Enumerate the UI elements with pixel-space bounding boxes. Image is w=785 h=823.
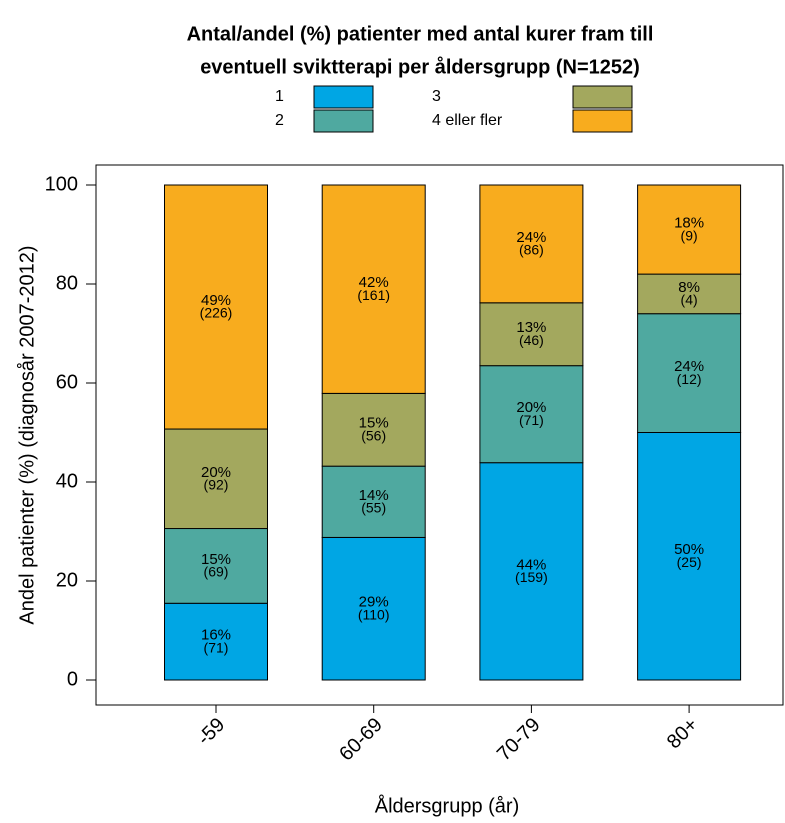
count-label: (69) xyxy=(204,564,229,580)
x-axis-title: Åldersgrupp (år) xyxy=(375,794,520,817)
y-tick-label: 0 xyxy=(67,668,78,690)
y-tick-label: 40 xyxy=(56,470,78,492)
bar-segment xyxy=(164,602,268,681)
count-label: (159) xyxy=(515,569,548,585)
count-label: (161) xyxy=(357,287,390,303)
count-label: (86) xyxy=(519,242,544,258)
bar-segment xyxy=(164,184,268,430)
y-axis-title: Andel patienter (%) (diagnosår 2007-2012… xyxy=(16,245,38,624)
value-label: 50% xyxy=(674,541,704,558)
value-label: 13% xyxy=(516,319,546,336)
value-label: 20% xyxy=(516,399,546,416)
value-label: 42% xyxy=(359,274,389,291)
bar-segment xyxy=(637,184,742,275)
x-tick-label: -59 xyxy=(193,714,229,750)
legend-label: 2 xyxy=(275,112,284,129)
count-label: (55) xyxy=(361,500,386,516)
bar-segment xyxy=(164,528,268,604)
value-label: 15% xyxy=(359,415,389,432)
bar-segment xyxy=(479,365,584,464)
y-tick-label: 80 xyxy=(56,272,78,294)
y-tick-label: 60 xyxy=(56,371,78,393)
legend-label: 1 xyxy=(275,88,284,105)
count-label: (25) xyxy=(677,554,702,570)
y-tick-label: 20 xyxy=(56,569,78,591)
bar-segment xyxy=(164,428,268,530)
chart-title: Antal/andel (%) patienter med antal kure… xyxy=(187,23,654,45)
bar-segment xyxy=(479,302,584,367)
bar-segment xyxy=(637,432,742,681)
count-label: (56) xyxy=(361,427,386,443)
bar-segment xyxy=(479,462,584,681)
y-tick-label: 100 xyxy=(45,173,78,195)
count-label: (226) xyxy=(200,305,233,321)
bar-segment xyxy=(637,273,742,315)
count-label: (92) xyxy=(204,476,229,492)
bar-segment xyxy=(321,392,426,467)
value-label: 29% xyxy=(359,594,389,611)
count-label: (71) xyxy=(519,412,544,428)
x-tick-label: 70-79 xyxy=(493,714,545,766)
legend-swatch xyxy=(572,109,633,133)
value-label: 18% xyxy=(674,215,704,232)
legend-swatch xyxy=(572,85,633,109)
x-tick-label: 60-69 xyxy=(335,714,387,766)
count-label: (46) xyxy=(519,332,544,348)
count-label: (71) xyxy=(204,639,229,655)
value-label: 24% xyxy=(674,358,704,375)
count-label: (9) xyxy=(681,227,698,243)
value-label: 44% xyxy=(516,556,546,573)
value-label: 14% xyxy=(359,487,389,504)
value-label: 20% xyxy=(201,464,231,481)
bar-segment xyxy=(637,313,742,434)
count-label: (12) xyxy=(677,371,702,387)
value-label: 24% xyxy=(516,229,546,246)
value-label: 8% xyxy=(678,279,700,296)
value-label: 15% xyxy=(201,551,231,568)
legend-label: 3 xyxy=(432,88,441,105)
chart-title: eventuell sviktterapi per åldersgrupp (N… xyxy=(200,55,640,78)
legend-swatch xyxy=(313,85,374,109)
legend-label: 4 eller fler xyxy=(432,112,503,129)
x-tick-label: 80+ xyxy=(663,714,703,754)
bar-segment xyxy=(479,184,584,304)
count-label: (4) xyxy=(681,292,698,308)
bar-segment xyxy=(321,536,426,681)
bar-segment xyxy=(321,184,426,394)
value-label: 49% xyxy=(201,292,231,309)
legend-swatch xyxy=(313,109,374,133)
bar-segment xyxy=(321,465,426,538)
value-label: 16% xyxy=(201,627,231,644)
count-label: (110) xyxy=(358,606,390,622)
